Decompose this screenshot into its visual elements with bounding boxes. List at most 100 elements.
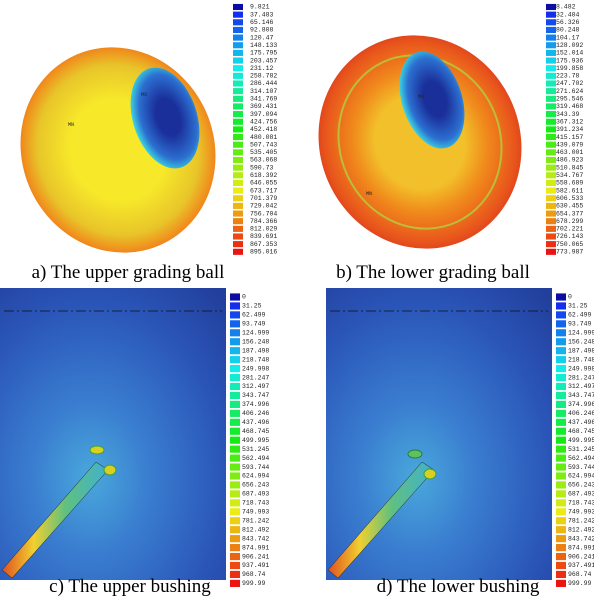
legend-label: 558.689 — [556, 180, 583, 187]
legend-swatch — [546, 119, 556, 125]
legend-label: 391.234 — [556, 126, 583, 133]
legend-swatch — [556, 329, 566, 336]
legend-label: 156.248 — [242, 338, 269, 345]
legend-label: 618.392 — [250, 172, 277, 179]
legend-swatch — [556, 410, 566, 417]
legend-swatch — [233, 42, 243, 48]
legend-label: 624.994 — [568, 473, 594, 480]
legend-label: 562.494 — [242, 455, 269, 462]
legend-label: 9.821 — [250, 4, 270, 11]
bushing-image-d — [326, 288, 552, 580]
legend-swatch — [230, 293, 240, 300]
legend-label: 999.99 — [568, 580, 592, 587]
legend-swatch — [233, 149, 243, 155]
legend-label: 247.702 — [556, 80, 583, 87]
legend-swatch — [556, 472, 566, 479]
legend-swatch — [230, 392, 240, 399]
legend-label: 531.245 — [568, 446, 594, 453]
legend-swatch — [546, 165, 556, 171]
legend-swatch — [230, 347, 240, 354]
legend-swatch — [233, 226, 243, 232]
legend-swatch — [233, 88, 243, 94]
legend-swatch — [556, 544, 566, 551]
legend-label: 343.747 — [242, 392, 269, 399]
legend-swatch — [556, 535, 566, 542]
legend-swatch — [233, 65, 243, 71]
legend-label: 781.242 — [568, 517, 594, 524]
legend-swatch — [546, 19, 556, 25]
legend-swatch — [233, 188, 243, 194]
legend-swatch — [546, 157, 556, 163]
caption: a) The upper grading ball — [32, 262, 225, 283]
legend-label: 874.991 — [242, 544, 269, 551]
legend-label: 341.769 — [250, 96, 277, 103]
legend-swatch — [556, 401, 566, 408]
legend-label: 843.742 — [242, 535, 269, 542]
legend-label: 367.312 — [556, 118, 583, 125]
legend-label: 867.353 — [250, 241, 277, 248]
legend-label: 203.457 — [250, 57, 277, 64]
legend-swatch — [233, 249, 243, 255]
legend-label: 531.245 — [242, 446, 269, 453]
legend-label: 452.418 — [250, 126, 277, 133]
legend-swatch — [230, 446, 240, 453]
legend-label: 718.743 — [242, 500, 269, 507]
legend-swatch — [546, 172, 556, 178]
legend-swatch — [556, 446, 566, 453]
legend-label: 271.624 — [556, 88, 583, 95]
legend-swatch — [230, 517, 240, 524]
legend-label: 187.498 — [242, 347, 269, 354]
legend-swatch — [230, 338, 240, 345]
legend-swatch — [556, 526, 566, 533]
legend-swatch — [230, 562, 240, 569]
legend-label: 295.546 — [556, 96, 583, 103]
legend-swatch — [556, 347, 566, 354]
legend-swatch — [233, 111, 243, 117]
legend-swatch — [230, 580, 240, 587]
legend-label: 319.468 — [556, 103, 583, 110]
legend-swatch — [233, 12, 243, 18]
legend-label: 406.246 — [568, 410, 594, 417]
legend-label: 32.404 — [556, 11, 580, 18]
legend-label: 343.747 — [568, 392, 594, 399]
legend-swatch — [233, 50, 243, 56]
legend-swatch — [233, 241, 243, 247]
legend-swatch — [230, 553, 240, 560]
legend-label: 606.533 — [556, 195, 583, 202]
legend-label: 175.936 — [556, 57, 583, 64]
legend-label: 646.055 — [250, 180, 277, 187]
legend-label: 999.99 — [242, 580, 266, 587]
legend-label: 104.17 — [556, 34, 580, 41]
legend-label: 312.497 — [568, 383, 594, 390]
legend-label: 37.483 — [250, 11, 274, 18]
legend-label: 258.782 — [250, 73, 277, 80]
legend-swatch — [546, 12, 556, 18]
legend-swatch — [230, 365, 240, 372]
legend-label: 656.243 — [568, 482, 594, 489]
legend-swatch — [556, 365, 566, 372]
legend-swatch — [230, 311, 240, 318]
legend-swatch — [556, 499, 566, 506]
legend-label: 906.241 — [242, 553, 269, 560]
marker: MX — [141, 92, 147, 98]
legend-swatch — [230, 410, 240, 417]
legend-swatch — [233, 172, 243, 178]
legend-swatch — [546, 218, 556, 224]
legend-label: 534.767 — [556, 172, 583, 179]
legend-label: 968.74 — [242, 571, 266, 578]
legend-swatch — [230, 571, 240, 578]
legend-swatch — [546, 180, 556, 186]
legend-swatch — [230, 329, 240, 336]
legend-label: 749.993 — [242, 509, 269, 516]
legend-label: 784.366 — [250, 218, 277, 225]
legend-swatch — [556, 455, 566, 462]
caption: c) The upper bushing — [49, 576, 211, 597]
legend-swatch — [556, 320, 566, 327]
marker: MN — [366, 191, 372, 197]
legend-label: 562.494 — [568, 455, 594, 462]
legend-swatch — [233, 103, 243, 109]
legend-label: 582.611 — [556, 187, 583, 194]
legend-swatch — [556, 374, 566, 381]
legend-label: 701.379 — [250, 195, 277, 202]
legend-swatch — [556, 553, 566, 560]
